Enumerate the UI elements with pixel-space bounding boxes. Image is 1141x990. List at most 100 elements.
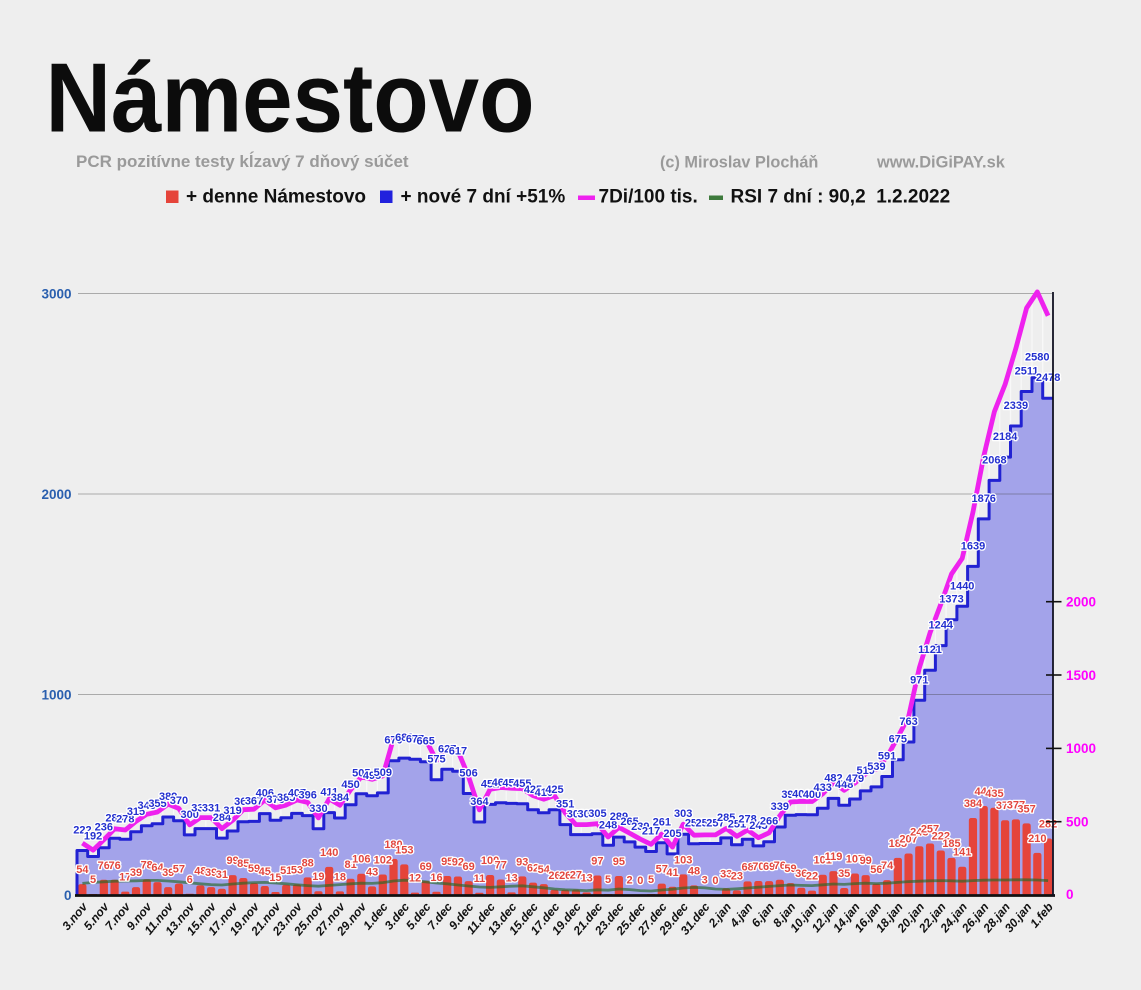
- svg-text:305: 305: [588, 808, 606, 820]
- svg-text:1000: 1000: [41, 687, 71, 702]
- svg-text:207: 207: [899, 834, 917, 846]
- svg-text:452: 452: [481, 778, 499, 790]
- svg-text:331: 331: [191, 803, 209, 815]
- svg-text:64: 64: [151, 862, 164, 874]
- svg-text:0: 0: [64, 888, 72, 903]
- svg-text:185: 185: [942, 838, 960, 850]
- svg-text:1876: 1876: [971, 493, 995, 505]
- svg-text:+ nové 7 dní +51%: + nové 7 dní +51%: [401, 187, 566, 208]
- svg-text:670: 670: [384, 735, 402, 747]
- svg-text:367: 367: [245, 795, 263, 807]
- svg-text:2478: 2478: [1036, 372, 1060, 384]
- svg-text:239: 239: [631, 821, 649, 833]
- svg-text:74: 74: [881, 860, 894, 872]
- svg-text:1244: 1244: [929, 620, 954, 632]
- svg-text:39: 39: [130, 867, 142, 879]
- svg-text:76: 76: [108, 860, 120, 872]
- svg-text:31: 31: [216, 869, 228, 881]
- svg-text:2339: 2339: [1004, 400, 1028, 412]
- svg-text:0: 0: [712, 875, 718, 887]
- svg-text:5: 5: [648, 874, 654, 886]
- svg-text:575: 575: [427, 754, 445, 766]
- svg-text:284: 284: [213, 812, 232, 824]
- svg-text:192: 192: [84, 831, 102, 843]
- svg-text:Námestovo: Námestovo: [46, 43, 535, 153]
- svg-text:495: 495: [363, 770, 381, 782]
- svg-text:373: 373: [996, 800, 1014, 812]
- svg-text:95: 95: [441, 856, 453, 868]
- svg-text:15: 15: [269, 872, 281, 884]
- svg-text:377: 377: [1007, 799, 1025, 811]
- svg-text:0: 0: [1066, 887, 1074, 902]
- svg-text:339: 339: [771, 801, 789, 813]
- svg-text:97: 97: [591, 856, 603, 868]
- svg-text:2580: 2580: [1025, 352, 1049, 364]
- svg-text:RSI 7 dní : 90,2 1.2.2022: RSI 7 dní : 90,2 1.2.2022: [731, 187, 951, 208]
- svg-text:180: 180: [384, 839, 402, 851]
- svg-text:39: 39: [205, 867, 217, 879]
- svg-text:236: 236: [95, 822, 113, 834]
- svg-text:222: 222: [932, 831, 950, 843]
- svg-text:256: 256: [685, 818, 703, 830]
- svg-text:243: 243: [910, 826, 928, 838]
- svg-text:27: 27: [570, 870, 582, 882]
- svg-text:351: 351: [556, 799, 574, 811]
- svg-text:43: 43: [366, 866, 378, 878]
- svg-text:1500: 1500: [1066, 668, 1096, 683]
- svg-text:2000: 2000: [1066, 595, 1096, 610]
- svg-text:261: 261: [653, 817, 671, 829]
- svg-text:100: 100: [481, 855, 499, 867]
- svg-text:185: 185: [889, 838, 907, 850]
- svg-text:210: 210: [1028, 833, 1046, 845]
- svg-text:433: 433: [814, 782, 832, 794]
- svg-text:509: 509: [374, 767, 392, 779]
- svg-text:13: 13: [505, 872, 517, 884]
- svg-text:222: 222: [73, 825, 91, 837]
- svg-text:448: 448: [835, 779, 853, 791]
- svg-text:257: 257: [706, 818, 724, 830]
- svg-text:5: 5: [605, 874, 611, 886]
- svg-text:385: 385: [277, 792, 295, 804]
- svg-text:303: 303: [674, 808, 692, 820]
- svg-text:7Di/100 tis.: 7Di/100 tis.: [599, 187, 698, 208]
- svg-text:278: 278: [738, 813, 756, 825]
- svg-text:407: 407: [288, 787, 306, 799]
- svg-text:18: 18: [334, 871, 346, 883]
- svg-text:51: 51: [280, 865, 292, 877]
- svg-text:95: 95: [613, 856, 625, 868]
- svg-text:400: 400: [803, 789, 821, 801]
- svg-text:479: 479: [846, 773, 864, 785]
- svg-text:248: 248: [599, 819, 617, 831]
- svg-text:971: 971: [910, 674, 928, 686]
- svg-text:265: 265: [620, 816, 638, 828]
- svg-text:389: 389: [159, 791, 177, 803]
- svg-text:99: 99: [860, 855, 872, 867]
- svg-text:450: 450: [341, 779, 359, 791]
- svg-text:319: 319: [223, 805, 241, 817]
- svg-text:119: 119: [825, 851, 843, 863]
- svg-text:77: 77: [495, 860, 507, 872]
- svg-text:59: 59: [248, 863, 260, 875]
- svg-text:251: 251: [728, 819, 746, 831]
- svg-text:106: 106: [352, 854, 370, 866]
- svg-text:683: 683: [395, 732, 413, 744]
- svg-text:69: 69: [763, 861, 775, 873]
- svg-text:26: 26: [559, 870, 571, 882]
- svg-text:48: 48: [688, 865, 700, 877]
- svg-text:41: 41: [666, 867, 678, 879]
- svg-text:53: 53: [291, 864, 303, 876]
- svg-text:435: 435: [985, 788, 1003, 800]
- svg-text:70: 70: [752, 861, 764, 873]
- svg-text:35: 35: [838, 868, 850, 880]
- svg-text:406: 406: [256, 788, 274, 800]
- svg-text:665: 665: [417, 736, 435, 748]
- svg-text:506: 506: [459, 768, 477, 780]
- svg-text:301: 301: [578, 809, 596, 821]
- svg-text:278: 278: [116, 813, 134, 825]
- svg-text:505: 505: [352, 768, 370, 780]
- svg-text:617: 617: [449, 745, 467, 757]
- svg-text:88: 88: [302, 857, 314, 869]
- svg-text:33: 33: [720, 868, 732, 880]
- svg-text:627: 627: [438, 743, 456, 755]
- svg-text:54: 54: [76, 864, 89, 876]
